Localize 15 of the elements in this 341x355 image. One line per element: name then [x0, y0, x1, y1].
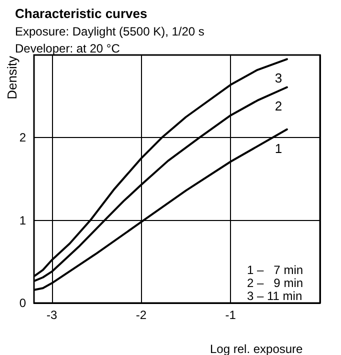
annotation: 2 – 9 min	[247, 276, 304, 290]
series-label: 3	[274, 70, 282, 86]
x-tick-label: -2	[136, 308, 147, 322]
chart-title: Characteristic curves	[15, 6, 148, 21]
annotation: 1 – 7 min	[247, 263, 304, 277]
y-tick-label: 0	[19, 296, 26, 310]
chart-subtitle: Exposure: Daylight (5500 K), 1/20 s Developer: at 20 °C	[15, 24, 204, 56]
series-label: 1	[274, 140, 282, 156]
x-tick-label: -3	[46, 308, 58, 322]
y-axis-title: Density	[4, 56, 20, 100]
annotation: 3 – 11 min	[247, 289, 302, 303]
y-tick-label: 1	[19, 213, 26, 228]
y-tick-label: 2	[19, 130, 26, 145]
x-tick-label: -1	[225, 308, 236, 322]
series-label: 2	[274, 98, 282, 114]
